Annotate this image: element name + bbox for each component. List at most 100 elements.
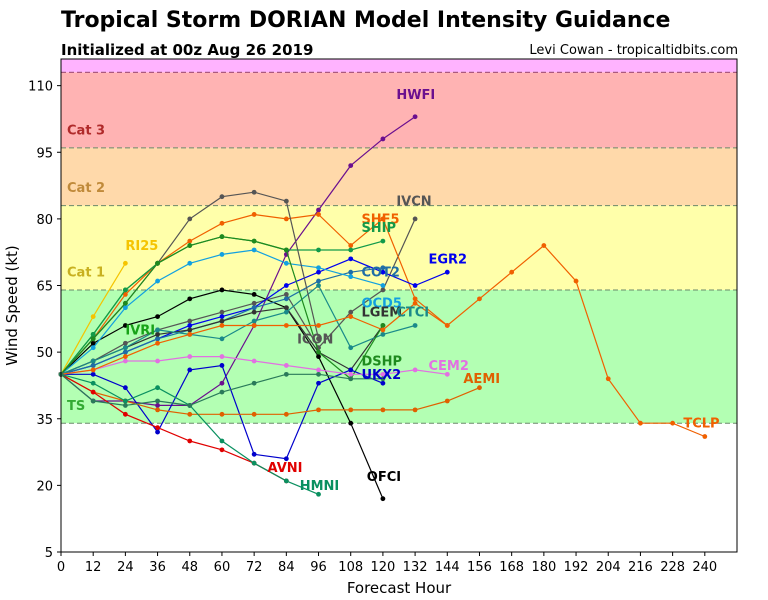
point-cot2 xyxy=(251,305,257,311)
point-tclp xyxy=(702,434,708,439)
point-ocd5 xyxy=(348,274,354,280)
point-cot2 xyxy=(283,296,289,302)
model-series xyxy=(58,114,708,502)
point-ocd5 xyxy=(251,247,257,253)
label-aemi: AEMI xyxy=(463,372,500,387)
point-tclp xyxy=(605,376,611,382)
label-ivcn: IVCN xyxy=(396,195,431,210)
y-tick-label: 20 xyxy=(36,479,53,494)
category-bands xyxy=(61,59,737,424)
x-tick-label: 24 xyxy=(117,560,134,575)
point-ukx2 xyxy=(316,380,321,386)
point-tclp xyxy=(444,323,450,328)
point-shf5 xyxy=(412,296,418,302)
point-aemi xyxy=(412,407,418,413)
point-cem2 xyxy=(380,371,386,377)
point-lgem xyxy=(283,305,289,311)
point-aemi xyxy=(444,398,450,404)
point-tclp xyxy=(187,331,193,337)
point-cem2 xyxy=(316,367,321,373)
point-hmni xyxy=(219,438,225,444)
point-avni xyxy=(90,389,96,395)
point-ocd5 xyxy=(380,283,386,288)
y-tick-label: 80 xyxy=(36,213,53,228)
point-ship xyxy=(90,331,96,337)
band-cat-1 xyxy=(61,205,737,290)
band-label-ts: TS xyxy=(67,399,85,414)
point-ukx2 xyxy=(90,371,96,377)
point-egr2 xyxy=(444,269,450,275)
category-threshold-lines xyxy=(61,71,737,424)
point-dshp xyxy=(251,238,257,244)
point-cot2 xyxy=(155,336,160,342)
point-cem2 xyxy=(155,358,160,364)
point-ukx2 xyxy=(187,367,193,373)
label-ocd5: OCD5 xyxy=(361,297,401,312)
point-tclp xyxy=(477,296,482,302)
x-tick-label: 48 xyxy=(181,560,198,575)
point-aemi xyxy=(155,407,160,413)
point-tclp xyxy=(316,323,321,328)
point-aemi xyxy=(283,411,289,417)
point-dshp xyxy=(283,247,289,253)
point-ri25 xyxy=(90,314,96,320)
point-ivcn xyxy=(380,287,386,293)
point-cem2 xyxy=(251,358,257,364)
x-tick-label: 180 xyxy=(531,560,556,575)
point-aemi xyxy=(251,411,257,417)
point-tclp xyxy=(380,327,386,333)
x-tick-label: 216 xyxy=(628,560,653,575)
x-tick-label: 72 xyxy=(246,560,263,575)
point-hmni xyxy=(316,491,321,497)
x-tick-label: 84 xyxy=(278,560,295,575)
init-time-subtitle: Initialized at 00z Aug 26 2019 xyxy=(61,41,314,59)
point-ri25 xyxy=(122,260,128,266)
point-series-20 xyxy=(90,398,96,404)
point-aemi xyxy=(348,407,354,413)
point-cot2 xyxy=(348,269,354,275)
point-lgem xyxy=(251,309,257,315)
band-cat-3 xyxy=(61,72,737,148)
point-dshp xyxy=(122,300,128,306)
point-ofci xyxy=(348,420,354,426)
point-icon xyxy=(219,194,225,200)
chart-title: Tropical Storm DORIAN Model Intensity Gu… xyxy=(61,8,671,33)
point-shf5 xyxy=(316,212,321,217)
point-aemi xyxy=(316,407,321,413)
x-tick-label: 60 xyxy=(214,560,231,575)
point-dshp xyxy=(316,349,321,355)
point-ivcn xyxy=(122,340,128,346)
x-tick-label: 96 xyxy=(310,560,327,575)
point-dshp xyxy=(380,323,386,328)
point-egr2 xyxy=(219,314,225,320)
point-series-20 xyxy=(122,403,128,408)
point-dshp xyxy=(90,336,96,342)
point-ivcn xyxy=(187,318,193,324)
point-ctci xyxy=(316,283,321,288)
label-cem2: CEM2 xyxy=(429,359,469,374)
label-hmni: HMNI xyxy=(300,479,340,494)
point-egr2 xyxy=(187,323,193,328)
line-aemi xyxy=(60,373,480,415)
line-hwfi xyxy=(60,116,416,406)
point-ukx2 xyxy=(380,380,386,386)
point-shf5 xyxy=(219,220,225,226)
point-avni xyxy=(187,438,193,444)
point-hmni xyxy=(90,380,96,386)
point-egr2 xyxy=(412,283,418,288)
point-aemi xyxy=(477,385,482,391)
y-tick-label: 35 xyxy=(36,413,53,428)
point-ocd5 xyxy=(90,345,96,351)
x-tick-label: 108 xyxy=(338,560,363,575)
point-cem2 xyxy=(348,371,354,377)
x-axis-label: Forecast Hour xyxy=(347,579,452,597)
point-shf5 xyxy=(251,212,257,217)
plot-frame xyxy=(60,58,738,553)
x-tick-label: 36 xyxy=(149,560,166,575)
point-ocd5 xyxy=(283,260,289,266)
series-ocd5 xyxy=(58,247,386,377)
point-cem2 xyxy=(412,367,418,373)
label-egr2: EGR2 xyxy=(429,252,468,267)
point-cem2 xyxy=(122,358,128,364)
point-tclp xyxy=(638,420,643,426)
